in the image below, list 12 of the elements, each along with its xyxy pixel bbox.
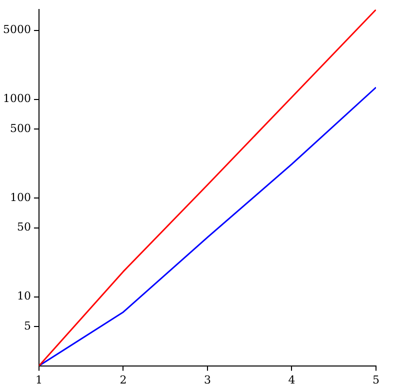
x-tick-label: 4: [288, 373, 296, 386]
y-tick-label: 5: [24, 319, 31, 332]
y-tick-label: 100: [10, 190, 31, 204]
y-tick-label: 1000: [2, 92, 31, 106]
y-tick-label: 10: [16, 290, 31, 303]
x-tick-label: 2: [120, 373, 127, 386]
y-tick-label: 500: [10, 122, 31, 135]
y-tick-label: 50: [16, 220, 31, 234]
y-tick-label: 5000: [2, 23, 31, 36]
x-tick-label: 1: [35, 373, 42, 386]
x-tick-label: 5: [372, 373, 380, 386]
x-tick-label: 3: [204, 373, 211, 386]
